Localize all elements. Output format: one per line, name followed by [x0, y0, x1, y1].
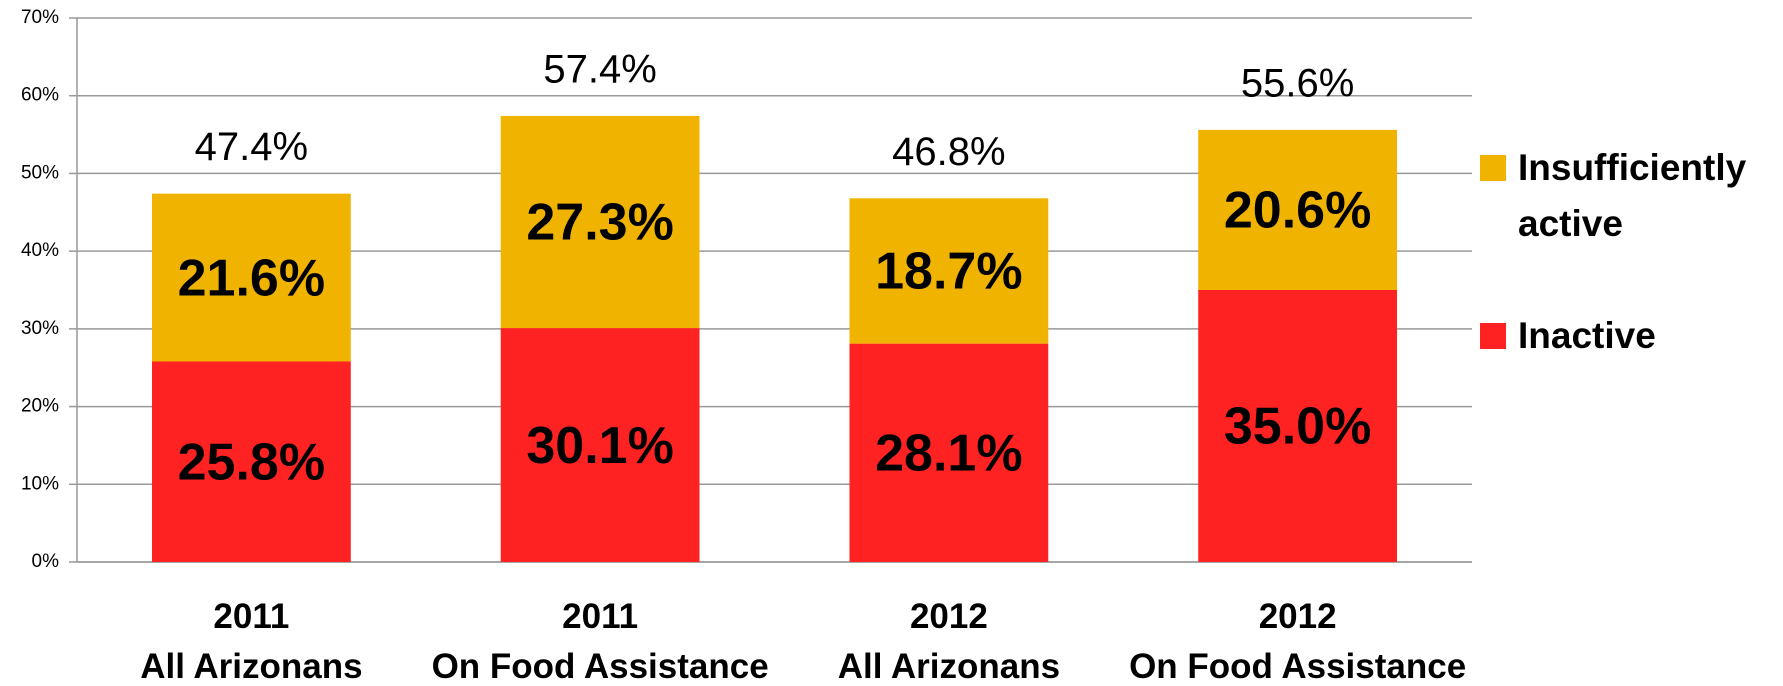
segment-label: 25.8% [178, 433, 325, 491]
total-label: 55.6% [1241, 61, 1354, 105]
bar-segment [849, 343, 1049, 562]
x-tick-label-line: 2011 [213, 597, 289, 636]
bar-segment [500, 115, 700, 329]
x-tick-label-line: On Food Assistance [1129, 647, 1466, 686]
x-tick-label-line: All Arizonans [140, 647, 362, 686]
total-label: 46.8% [892, 130, 1005, 174]
x-tick-label: 2012 On Food Assistance [1129, 597, 1466, 686]
bar-segment [151, 193, 351, 362]
bar-segment [500, 328, 700, 562]
bar-segment [1198, 129, 1398, 290]
legend-swatch [1480, 155, 1506, 181]
legend-swatch [1480, 323, 1506, 349]
y-tick-label: 30% [21, 318, 59, 339]
segment-label: 27.3% [526, 194, 673, 252]
x-tick-label: 2011 All Arizonans [140, 597, 362, 686]
x-tick-label: 2011 On Food Assistance [432, 597, 769, 686]
segment-label: 18.7% [875, 243, 1022, 301]
y-tick-label: 40% [21, 240, 59, 261]
legend-entry: Inactive [1518, 315, 1656, 356]
x-tick-label: 2012 All Arizonans [838, 597, 1060, 686]
y-tick-label: 0% [32, 551, 60, 572]
bar-segment [849, 198, 1049, 344]
x-tick-label-line: All Arizonans [838, 647, 1060, 686]
bar-segment [1198, 290, 1398, 562]
bar-segment [151, 361, 351, 562]
x-tick-label-line: 2011 [562, 597, 638, 636]
segment-label: 30.1% [526, 417, 673, 475]
legend-label: Inactive [1518, 315, 1656, 356]
x-tick-label-line: 2012 [1259, 597, 1337, 636]
segment-label: 21.6% [178, 249, 325, 307]
legend-label: Insufficiently active [1518, 147, 1747, 244]
x-tick-label-line: On Food Assistance [432, 647, 769, 686]
y-tick-label: 50% [21, 162, 59, 183]
legend-entry: Insufficiently active [1518, 147, 1747, 244]
y-tick-label: 70% [21, 7, 59, 28]
segment-label: 35.0% [1224, 398, 1371, 456]
total-label: 57.4% [543, 47, 656, 91]
segment-label: 20.6% [1224, 182, 1371, 240]
y-tick-label: 10% [21, 473, 59, 494]
segment-label: 28.1% [875, 425, 1022, 483]
y-tick-label: 20% [21, 396, 59, 417]
total-label: 47.4% [195, 125, 308, 169]
y-tick-label: 60% [21, 85, 59, 106]
x-tick-label-line: 2012 [910, 597, 988, 636]
